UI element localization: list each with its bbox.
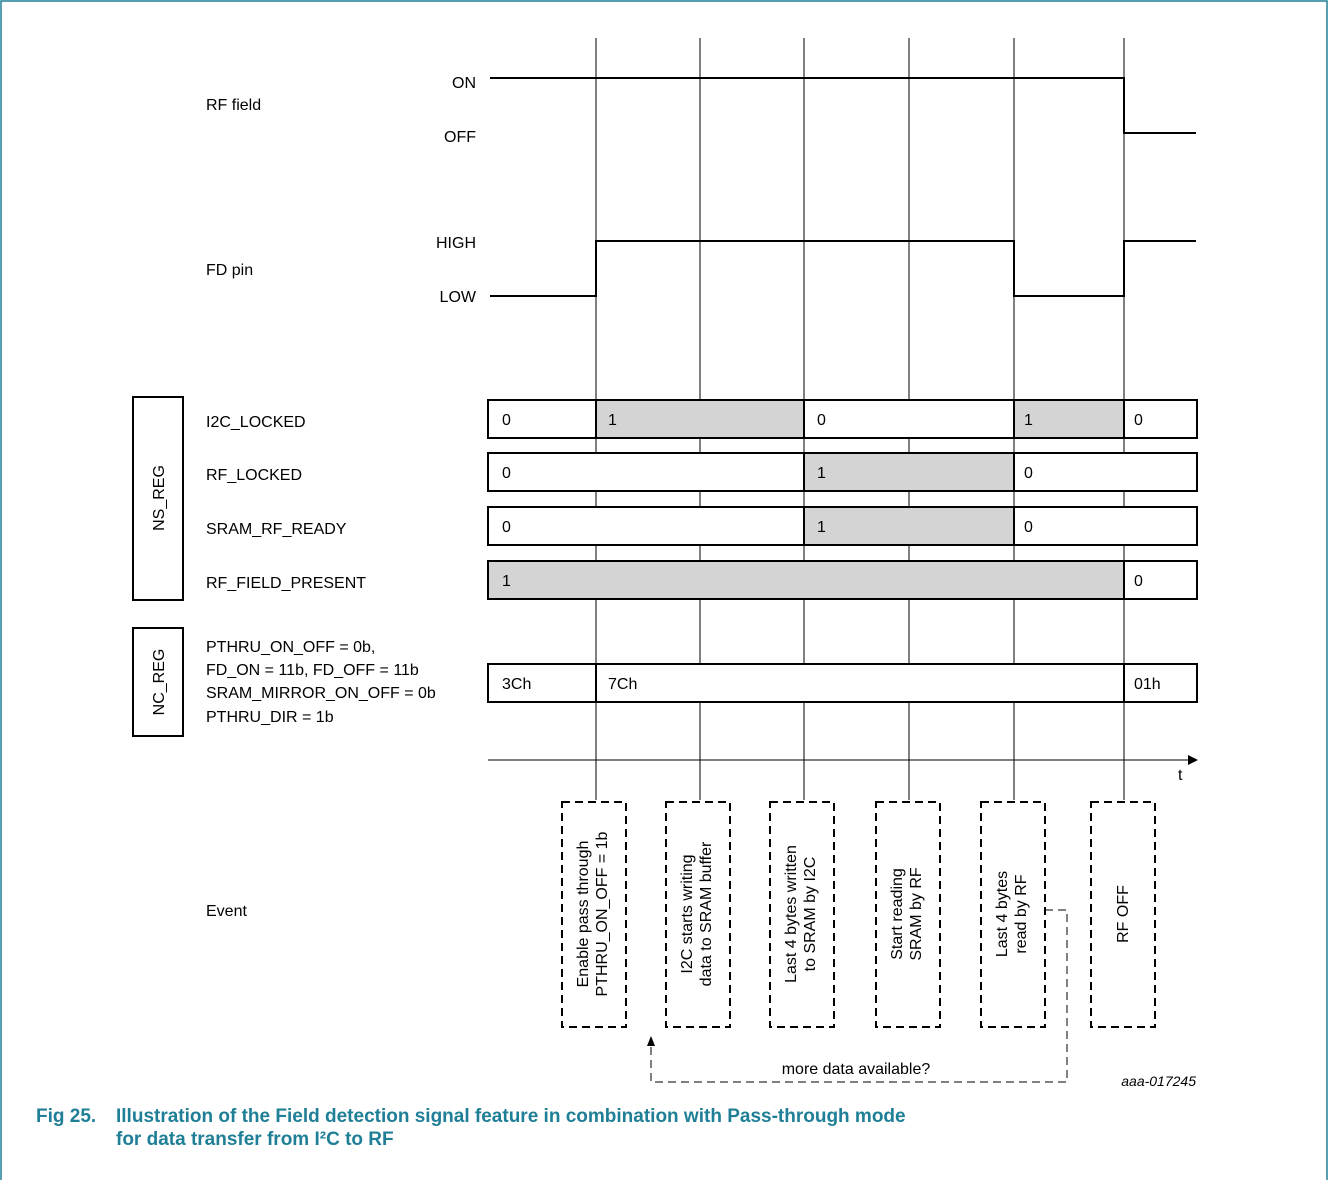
fd-pin-low-label: LOW	[440, 289, 477, 306]
figure-caption: Fig 25. Illustration of the Field detect…	[36, 1105, 1136, 1151]
rf-locked-label: RF_LOCKED	[206, 467, 302, 484]
rf-field-present-row: 1 0	[487, 560, 1198, 600]
event-box	[665, 801, 731, 1028]
fd-pin-waveform	[490, 240, 1196, 297]
event-box	[561, 801, 627, 1028]
event-box	[980, 801, 1046, 1028]
event-text: data to SRAM buffer	[698, 841, 715, 986]
register-value: 0	[1024, 465, 1033, 482]
event-box	[1090, 801, 1156, 1028]
fd-pin-label: FD pin	[206, 262, 253, 279]
loop-arrow: more data available?	[647, 909, 1068, 1083]
nc-reg-group: NC_REG PTHRU_ON_OFF = 0b, FD_ON = 11b, F…	[132, 627, 1198, 737]
i2c-locked-label: I2C_LOCKED	[206, 414, 306, 431]
register-value: 0	[1134, 412, 1143, 429]
nc-reg-setting: PTHRU_ON_OFF = 0b,	[206, 639, 375, 656]
register-cell	[487, 399, 597, 439]
register-cell	[803, 452, 1015, 492]
caption-line-1: Illustration of the Field detection sign…	[116, 1106, 906, 1127]
loop-arrowhead	[647, 1036, 655, 1046]
rf-field-label: RF field	[206, 97, 261, 114]
time-axis-label: t	[1178, 767, 1183, 784]
register-value: 1	[1024, 412, 1033, 429]
nc-reg-bracket	[132, 627, 184, 737]
event-boxes	[561, 801, 1156, 1028]
register-cell	[1123, 399, 1198, 439]
time-axis-arrowhead	[1188, 755, 1198, 765]
time-axis: t	[488, 755, 1198, 784]
register-cell	[803, 399, 1015, 439]
register-value: 0	[502, 519, 511, 536]
event-text: Enable pass through	[575, 841, 592, 988]
event-text: RF OFF	[1115, 885, 1132, 943]
register-cell	[487, 506, 805, 546]
register-cell	[803, 506, 1015, 546]
rf-locked-row: 0 1 0	[487, 452, 1198, 492]
caption-line-2: for data transfer from I²C to RF	[116, 1129, 394, 1150]
nc-reg-setting: FD_ON = 11b, FD_OFF = 11b	[206, 662, 419, 679]
fd-pin-high-label: HIGH	[436, 235, 476, 252]
rf-field-present-label: RF_FIELD_PRESENT	[206, 575, 366, 592]
event-text: I2C starts writing	[679, 854, 696, 973]
nc-reg-setting: PTHRU_DIR = 1b	[206, 709, 334, 726]
register-value: 0	[1024, 519, 1033, 536]
register-cell	[1123, 663, 1198, 703]
register-cell	[1013, 452, 1198, 492]
loop-label: more data available?	[782, 1061, 931, 1078]
sram-rf-ready-label: SRAM_RF_READY	[206, 521, 347, 538]
rf-field-on-label: ON	[452, 75, 476, 92]
event-text: to SRAM by I2C	[802, 857, 819, 972]
register-value: 1	[817, 519, 826, 536]
sram-rf-ready-row: 0 1 0	[487, 506, 1198, 546]
register-value: 0	[502, 465, 511, 482]
event-text: read by RF	[1013, 874, 1030, 953]
ns-reg-label: NS_REG	[151, 465, 168, 531]
event-text: Last 4 bytes written	[783, 845, 800, 983]
event-text: SRAM by RF	[908, 867, 925, 961]
nc-reg-label: NC_REG	[151, 649, 168, 716]
register-value: 01h	[1134, 676, 1161, 693]
register-value: 7Ch	[608, 676, 637, 693]
event-text: PTHRU_ON_OFF = 1b	[594, 831, 611, 996]
rf-field-off-label: OFF	[444, 129, 476, 146]
rf-field-waveform	[490, 77, 1196, 134]
register-value: 1	[608, 412, 617, 429]
i2c-locked-row: 0 1 0 1 0	[487, 399, 1198, 439]
ns-reg-group: NS_REG I2C_LOCKED RF_LOCKED SRAM_RF_READ…	[132, 396, 1198, 601]
register-value: 1	[502, 573, 511, 590]
nc-reg-setting: SRAM_MIRROR_ON_OFF = 0b	[206, 685, 436, 702]
register-value: 0	[1134, 573, 1143, 590]
event-box	[769, 801, 835, 1028]
rf-field-signal: RF field ON OFF	[206, 75, 1196, 146]
event-box	[875, 801, 941, 1028]
register-cell	[595, 399, 805, 439]
register-value: 0	[502, 412, 511, 429]
event-text: Last 4 bytes	[994, 871, 1011, 957]
register-value: 1	[817, 465, 826, 482]
register-cell	[487, 452, 805, 492]
register-cell	[595, 663, 1125, 703]
event-text: Start reading	[889, 868, 906, 960]
register-value: 3Ch	[502, 676, 531, 693]
ns-reg-bracket	[132, 396, 184, 601]
figure-number: Fig 25.	[36, 1106, 97, 1127]
event-label: Event	[206, 903, 247, 920]
event-texts: Enable pass through PTHRU_ON_OFF = 1b I2…	[575, 831, 1132, 996]
register-cell	[487, 560, 1125, 600]
register-cell	[1013, 399, 1125, 439]
figure-id: aaa-017245	[1121, 1073, 1196, 1089]
register-cell	[1123, 560, 1198, 600]
register-cell	[1013, 506, 1198, 546]
register-value: 0	[817, 412, 826, 429]
fd-pin-signal: FD pin HIGH LOW	[206, 235, 1196, 306]
